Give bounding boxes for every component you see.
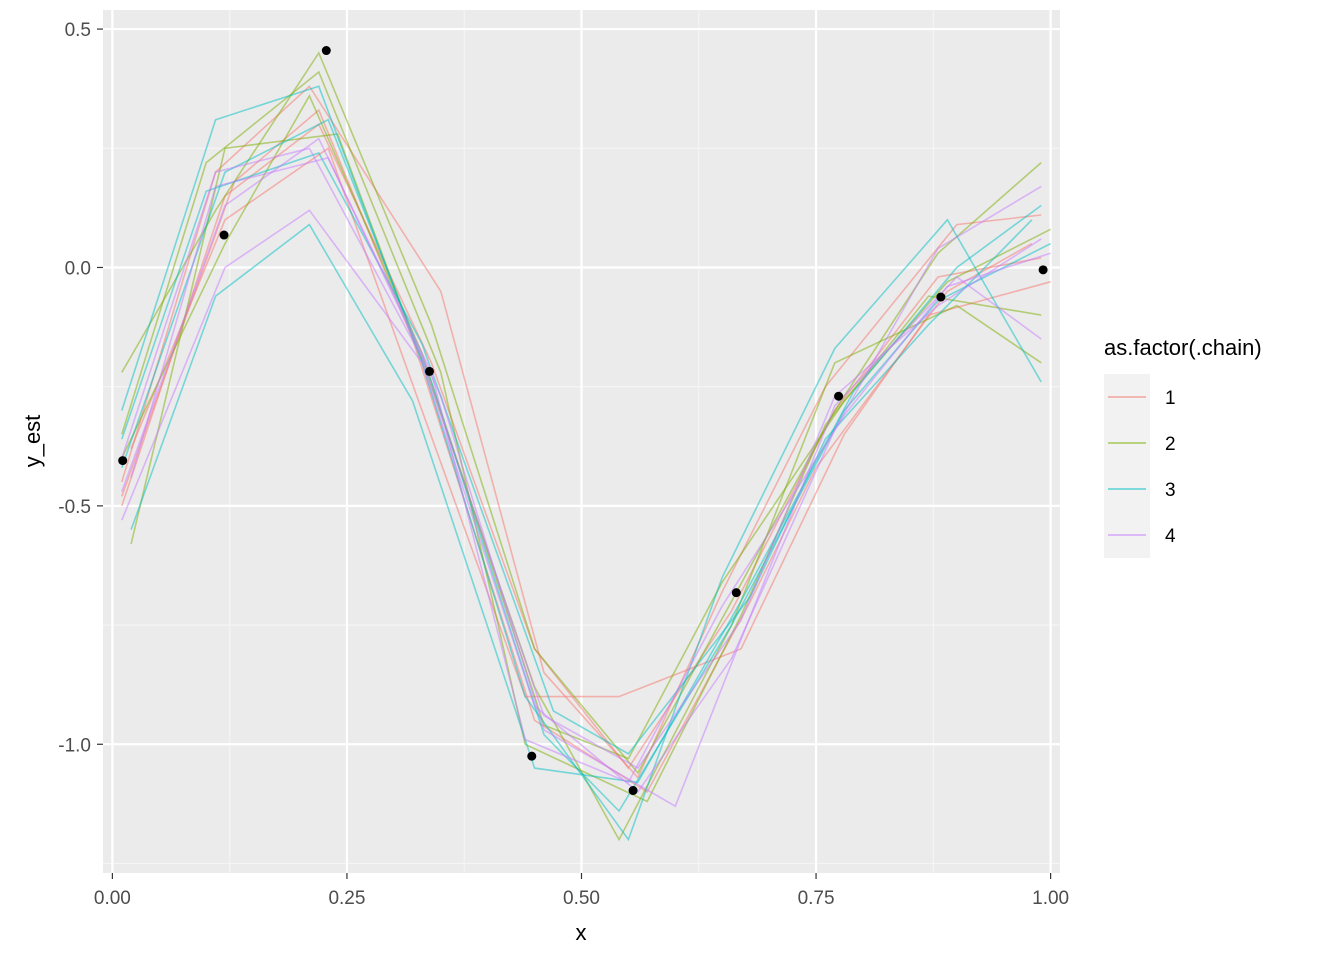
data-point bbox=[527, 751, 537, 761]
x-axis: 0.00 0.25 0.50 0.75 1.00 bbox=[94, 873, 1069, 909]
series-line-chain-1 bbox=[130, 147, 1051, 698]
series-line-chain-3 bbox=[130, 204, 1042, 784]
x-tick-label: 0.00 bbox=[94, 888, 131, 909]
data-point bbox=[321, 46, 331, 56]
data-point bbox=[936, 292, 946, 302]
legend: as.factor(.chain) 1 2 3 4 bbox=[1104, 335, 1262, 558]
legend-entry-label: 3 bbox=[1165, 480, 1176, 501]
series-line-chain-4 bbox=[121, 147, 1042, 770]
data-point bbox=[118, 456, 128, 466]
data-point bbox=[425, 366, 435, 376]
y-tick-label: 0.0 bbox=[65, 258, 91, 279]
series-line-chain-4 bbox=[121, 137, 1051, 784]
x-tick-label: 0.50 bbox=[563, 888, 600, 909]
data-point bbox=[219, 230, 229, 240]
x-tick-label: 0.75 bbox=[798, 888, 835, 909]
data-point bbox=[628, 786, 638, 796]
y-tick-label: -1.0 bbox=[58, 735, 91, 756]
series-line-chain-2 bbox=[121, 51, 1042, 775]
series-lines bbox=[121, 51, 1051, 842]
y-tick-label: -0.5 bbox=[58, 497, 91, 518]
y-axis: -1.0 -0.5 0.0 0.5 bbox=[58, 20, 103, 756]
data-point bbox=[834, 391, 844, 401]
y-axis-label: y_est bbox=[20, 415, 45, 468]
legend-entry-label: 1 bbox=[1165, 388, 1176, 409]
series-line-chain-3 bbox=[121, 152, 1033, 755]
data-point bbox=[731, 588, 741, 598]
x-tick-label: 1.00 bbox=[1032, 888, 1069, 909]
series-line-chain-4 bbox=[121, 185, 1042, 794]
y-tick-label: 0.5 bbox=[65, 20, 91, 41]
legend-entry-label: 4 bbox=[1165, 526, 1176, 547]
legend-entry-label: 2 bbox=[1165, 434, 1176, 455]
series-line-chain-2 bbox=[130, 133, 1042, 842]
legend-title: as.factor(.chain) bbox=[1104, 335, 1262, 360]
x-axis-label: x bbox=[576, 920, 587, 945]
series-line-chain-1 bbox=[121, 85, 1042, 780]
data-point bbox=[1038, 265, 1048, 275]
x-tick-label: 0.25 bbox=[328, 888, 365, 909]
legend-keys: 1 2 3 4 bbox=[1104, 374, 1176, 558]
data-points bbox=[118, 46, 1048, 796]
